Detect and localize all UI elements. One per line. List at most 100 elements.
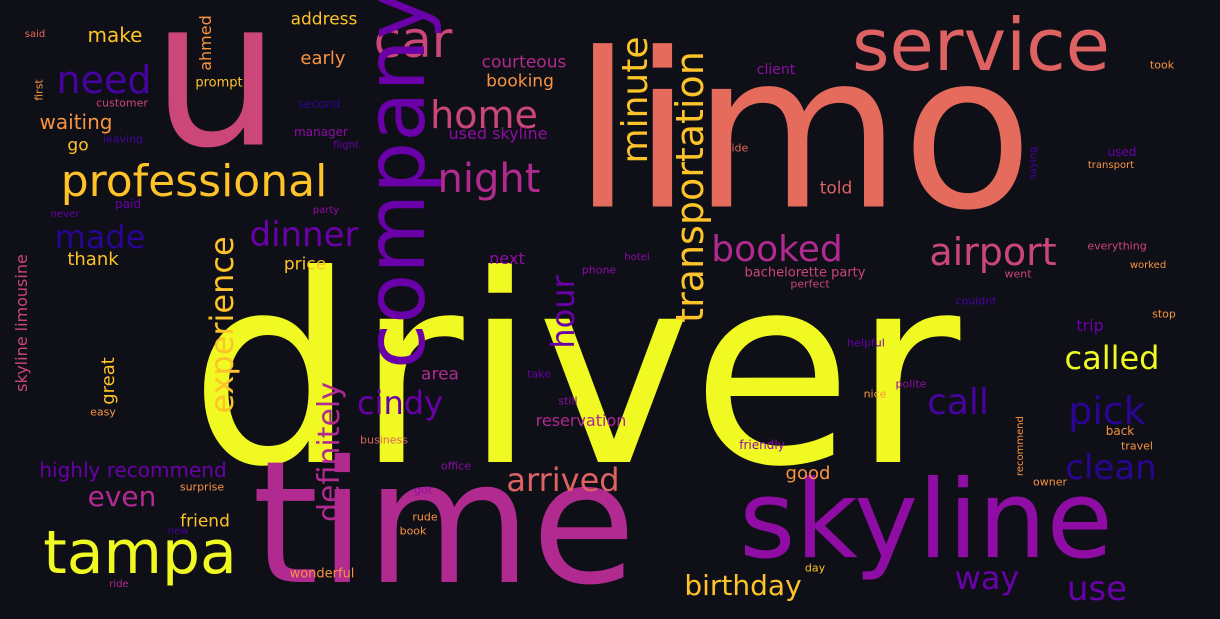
word: used	[1107, 145, 1137, 159]
word: flight	[333, 140, 359, 151]
word: need	[56, 58, 152, 102]
word: booking	[486, 71, 554, 92]
word: area	[421, 364, 459, 385]
word: helpful	[847, 336, 885, 350]
word: used skyline	[448, 124, 548, 143]
word: took	[1149, 58, 1175, 72]
word: courteous	[481, 52, 567, 73]
word: birthday	[684, 569, 802, 602]
word: airport	[929, 230, 1057, 274]
word: minute	[615, 36, 656, 164]
word: way	[954, 559, 1020, 597]
word: skyline	[739, 458, 1113, 583]
word: saying	[1028, 146, 1039, 180]
word: make	[87, 23, 143, 47]
word: new	[167, 526, 189, 537]
word: owner	[1033, 475, 1067, 489]
word: waiting	[39, 110, 113, 134]
word: nice	[863, 387, 887, 401]
word: got	[413, 483, 433, 497]
word: client	[756, 62, 796, 78]
word: pick	[1068, 389, 1146, 433]
word: thank	[67, 249, 119, 270]
word: take	[527, 367, 551, 381]
word: early	[300, 48, 346, 69]
word: time	[251, 425, 637, 619]
word: clean	[1065, 448, 1157, 488]
word: ride	[109, 579, 129, 590]
word: book	[399, 524, 427, 538]
word: ahmed	[196, 15, 215, 71]
word: still	[558, 394, 578, 408]
word: everything	[1087, 239, 1147, 253]
word: inside	[715, 141, 749, 155]
word: called	[1064, 339, 1160, 377]
word: told	[819, 178, 853, 199]
word: definitely	[312, 381, 347, 523]
word: professional	[60, 156, 328, 207]
word: first	[32, 79, 46, 101]
word: u	[151, 0, 281, 194]
word: service	[852, 3, 1110, 87]
word: limo	[572, 6, 1034, 258]
word: office	[440, 459, 472, 473]
word: car	[373, 11, 453, 69]
word: paid	[115, 197, 141, 211]
word: made	[54, 218, 146, 256]
word: never	[50, 209, 80, 220]
word: arrived	[506, 461, 620, 499]
word: rude	[412, 510, 438, 524]
word: use	[1066, 569, 1128, 609]
word: phone	[581, 263, 617, 277]
word: company	[349, 0, 444, 369]
word: back	[1105, 424, 1135, 438]
word: wonderful	[289, 566, 355, 582]
word: manager	[294, 125, 348, 139]
word: transport	[1087, 160, 1135, 171]
word: great	[98, 357, 119, 405]
word: friendly	[739, 438, 785, 452]
word: perfect	[790, 277, 830, 291]
word: hour	[544, 275, 582, 349]
word: even	[87, 480, 157, 513]
word: address	[290, 9, 358, 30]
word: surprise	[179, 480, 225, 494]
word: transportation	[668, 51, 712, 323]
word: prompt	[195, 75, 243, 91]
word: cindy	[356, 384, 444, 422]
word: easy	[90, 405, 116, 419]
word: night	[437, 156, 541, 202]
word: travel	[1121, 439, 1153, 453]
word: couldnt	[955, 294, 997, 308]
word: second	[297, 97, 341, 111]
word: experience	[203, 236, 241, 414]
word: skyline limousine	[12, 254, 31, 392]
word: went	[1004, 267, 1032, 281]
word: friend	[180, 511, 230, 532]
word: call	[927, 382, 989, 423]
word: driver	[189, 219, 961, 524]
word: dinner	[249, 215, 359, 255]
word: recommend	[1015, 416, 1026, 476]
word: day	[804, 561, 826, 575]
word: bachelorette party	[744, 265, 866, 281]
word: good	[785, 463, 831, 484]
word: highly recommend	[39, 458, 227, 482]
word: home	[430, 93, 538, 137]
word: hotel	[624, 252, 650, 263]
word: trip	[1076, 316, 1104, 335]
word: customer	[96, 96, 148, 110]
word: said	[24, 29, 46, 40]
word: next	[489, 249, 525, 268]
word: go	[67, 135, 89, 156]
word: booked	[711, 229, 843, 270]
word: business	[360, 433, 408, 447]
word: leaving	[102, 132, 144, 146]
word: polite	[895, 377, 927, 391]
word: price	[283, 254, 327, 275]
word: worked	[1129, 260, 1167, 271]
word: party	[312, 205, 340, 216]
word: reservation	[535, 411, 627, 430]
word: tampa	[43, 518, 237, 588]
